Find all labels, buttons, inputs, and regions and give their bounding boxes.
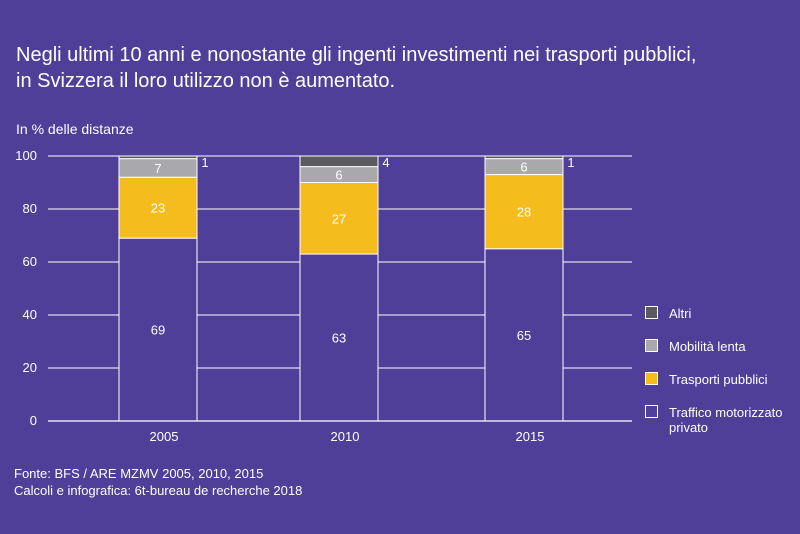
y-tick-label-0: 0 — [30, 413, 37, 428]
bar-segment-2005-3 — [118, 155, 198, 160]
bar-value-label-2015-1: 28 — [517, 205, 531, 220]
x-tick-label-2005: 2005 — [150, 429, 179, 444]
y-tick-label-60: 60 — [23, 254, 37, 269]
bar-value-label-2005-2: 7 — [154, 161, 161, 176]
legend-label-mobilita: Mobilità lenta — [669, 339, 746, 354]
legend-swatch-mobilita — [645, 339, 658, 352]
x-tick-label-2010: 2010 — [331, 429, 360, 444]
x-tick-label-2015: 2015 — [516, 429, 545, 444]
legend-label-traffico: Traffico motorizzato privato — [669, 405, 783, 435]
source-line2: Calcoli e infografica: 6t-bureau de rech… — [14, 483, 303, 498]
bar-value-label-2010-1: 27 — [332, 211, 346, 226]
bar-value-label-2005-0: 69 — [151, 323, 165, 338]
chart-title-line2: in Svizzera il loro utilizzo non è aumen… — [16, 70, 396, 92]
y-tick-label-80: 80 — [23, 201, 37, 216]
legend-label-altri: Altri — [669, 306, 692, 321]
source-line1: Fonte: BFS / ARE MZMV 2005, 2010, 2015 — [14, 466, 264, 481]
legend-swatch-trasporti — [645, 372, 658, 385]
bar-value-label-2015-2: 6 — [520, 160, 527, 175]
bar-segment-2005-1 — [118, 176, 198, 239]
bar-segment-2010-3 — [299, 155, 379, 168]
y-axis-label: In % delle distanze — [16, 121, 134, 137]
legend-swatch-traffico — [645, 405, 658, 418]
bar-value-label-2015-0: 65 — [517, 328, 531, 343]
bar-segment-2015-1 — [484, 174, 564, 250]
y-tick-label-20: 20 — [23, 360, 37, 375]
bar-value-label-2005-1: 23 — [151, 201, 165, 216]
source-note: Fonte: BFS / ARE MZMV 2005, 2010, 2015 C… — [14, 465, 302, 499]
legend-label-trasporti: Trasporti pubblici — [669, 372, 768, 387]
bar-value-label-2010-3: 4 — [382, 155, 389, 170]
bar-segment-2015-0 — [484, 248, 564, 422]
chart-title: Negli ultimi 10 anni e nonostante gli in… — [16, 42, 786, 94]
bar-value-label-2010-0: 63 — [332, 331, 346, 346]
bar-value-label-2015-3: 1 — [567, 155, 574, 170]
y-tick-label-40: 40 — [23, 307, 37, 322]
bar-segment-2015-3 — [484, 155, 564, 160]
legend-swatch-altri — [645, 306, 658, 319]
bar-segment-2010-1 — [299, 182, 379, 255]
bar-value-label-2005-3: 1 — [201, 155, 208, 170]
bar-segment-2010-0 — [299, 253, 379, 422]
chart-title-line1: Negli ultimi 10 anni e nonostante gli in… — [16, 44, 697, 66]
bar-value-label-2010-2: 6 — [335, 168, 342, 183]
y-tick-label-100: 100 — [15, 148, 37, 163]
